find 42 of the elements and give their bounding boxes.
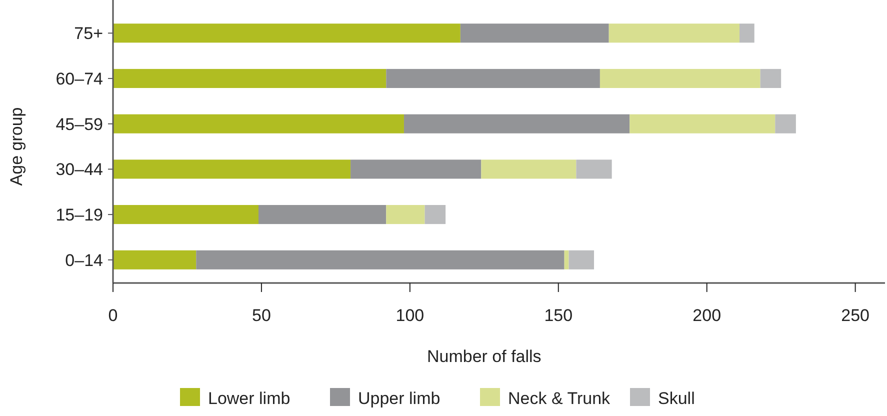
bar xyxy=(460,24,609,43)
x-tick-label: 0 xyxy=(108,306,118,325)
bar xyxy=(608,24,740,43)
bar xyxy=(386,205,425,224)
bar xyxy=(576,160,612,179)
bar xyxy=(113,250,196,270)
bar xyxy=(113,68,386,88)
bar xyxy=(113,205,258,224)
x-tick-label: 150 xyxy=(544,306,573,325)
bar xyxy=(404,114,630,134)
bar xyxy=(600,68,760,88)
bar xyxy=(113,160,351,179)
x-tick-label: 250 xyxy=(841,306,870,325)
bar xyxy=(350,160,482,179)
bar xyxy=(760,68,782,88)
x-tick-label: 100 xyxy=(396,306,424,325)
legend-label: Neck & Trunk xyxy=(508,389,611,408)
bar xyxy=(113,114,404,134)
legend-label: Lower limb xyxy=(208,389,290,408)
x-tick-label: 200 xyxy=(692,306,722,325)
y-tick-label: 0–14 xyxy=(65,250,103,270)
bar xyxy=(630,114,776,134)
x-axis-title: Number of falls xyxy=(426,347,542,366)
bar xyxy=(196,250,564,270)
y-tick-label: 45–59 xyxy=(56,114,103,134)
bar xyxy=(481,160,576,179)
bar xyxy=(113,24,460,43)
bar xyxy=(564,250,569,270)
y-tick-label: 15–19 xyxy=(56,205,103,224)
bar xyxy=(568,250,594,270)
legend-label: Upper limb xyxy=(358,389,440,408)
y-axis-title: Age group xyxy=(7,107,26,186)
bar xyxy=(424,205,446,224)
bar xyxy=(258,205,386,224)
bar xyxy=(775,114,796,134)
legend-label: Skull xyxy=(658,389,695,408)
y-tick-label: 60–74 xyxy=(56,69,103,88)
x-tick-label: 50 xyxy=(252,306,271,325)
y-tick-label: 75+ xyxy=(74,24,104,44)
y-tick-label: 30–44 xyxy=(56,160,103,180)
bar xyxy=(386,68,600,88)
bar xyxy=(740,24,754,43)
